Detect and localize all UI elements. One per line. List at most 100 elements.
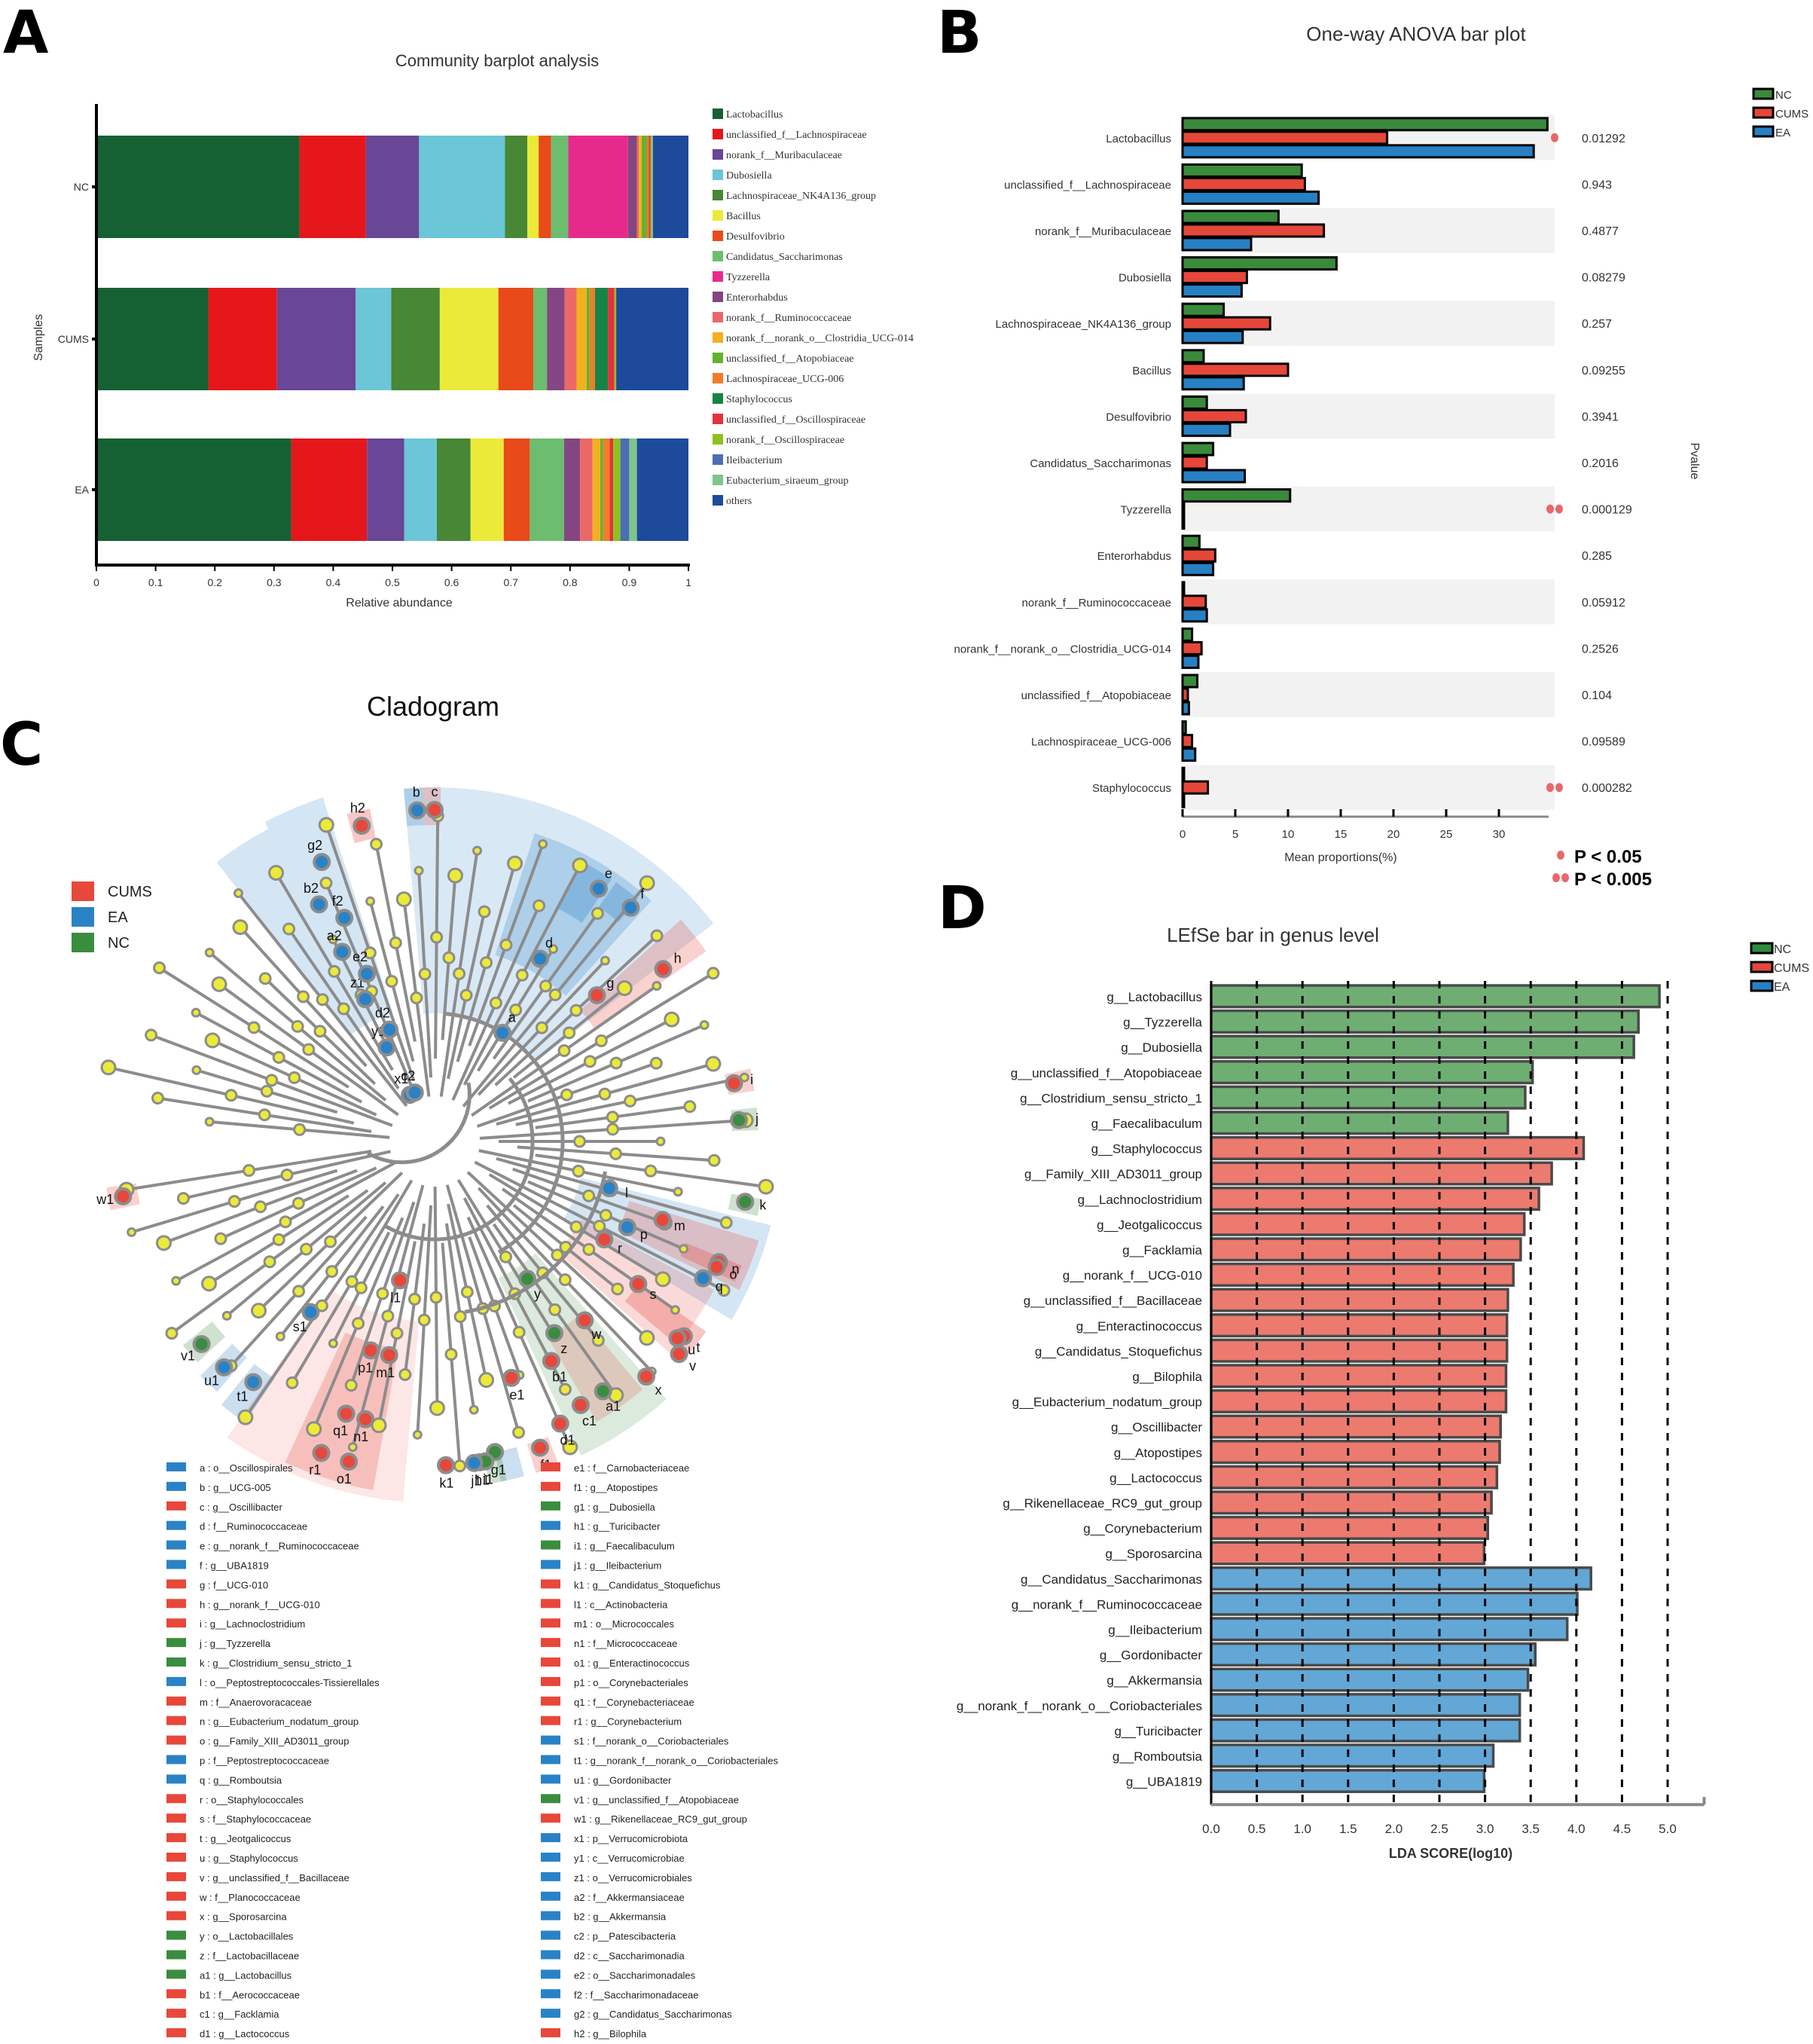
stack-segment-ea xyxy=(470,438,504,541)
leaf-node xyxy=(328,1338,338,1349)
taxa-legend-label: i1 : g__Faecalibaculum xyxy=(574,1541,675,1552)
stack-segment-nc xyxy=(419,136,505,238)
taxon-label-e: e xyxy=(605,866,612,881)
leaf-node xyxy=(201,1276,218,1292)
leaf-node xyxy=(328,934,338,945)
node xyxy=(247,1021,261,1034)
stack-segment-ea xyxy=(367,438,404,541)
stack-segment-cums xyxy=(208,288,277,390)
leaf-node xyxy=(683,1100,697,1114)
taxon-node-k1 xyxy=(437,1456,456,1474)
taxa-legend-label: j : g__Tyzzerella xyxy=(199,1638,271,1649)
stack-segment-cums xyxy=(276,288,356,390)
stack-segment-ea xyxy=(580,438,593,541)
legend-label: Candidatus_Saccharimonas xyxy=(726,252,843,263)
taxon-node-s1 xyxy=(301,1303,320,1321)
taxon-label-h2: h2 xyxy=(350,801,365,816)
panel-letter-a: A xyxy=(3,0,48,67)
taxon-label-f: f xyxy=(640,886,645,901)
legend-label: Bacillus xyxy=(726,211,761,222)
panel-letter-b: B xyxy=(937,0,981,67)
taxon-label-h1: h1 xyxy=(475,1473,490,1488)
node xyxy=(582,1242,596,1256)
stack-segment-nc xyxy=(527,136,539,238)
legend-label: Enterorhabdus xyxy=(726,292,788,304)
legend-swatch xyxy=(1750,979,1774,992)
y-tick-label: NC xyxy=(74,181,89,193)
leaf-node xyxy=(204,1032,221,1049)
x-tick-label: 4.5 xyxy=(1613,1822,1631,1836)
taxon-label-y: y xyxy=(534,1286,541,1301)
pvalue-label: 0.09589 xyxy=(1582,736,1625,749)
leaf-node xyxy=(611,1282,624,1296)
taxa-legend-label: a2 : f__Akkermansiaceae xyxy=(574,1892,685,1903)
taxon-node-p1 xyxy=(362,1341,380,1360)
legend-swatch xyxy=(1752,125,1775,138)
leaf-node xyxy=(191,1065,202,1075)
panel-b-legend: NC CUMS EA xyxy=(1752,87,1808,139)
stack-segment-ea xyxy=(436,438,471,541)
leaf-node xyxy=(652,981,662,991)
node xyxy=(499,1250,512,1263)
panel-a-axes: 0 0.1 0.2 0.3 0.4 0.5 0.6 0.7 0.8 0.9 1 NC CUMS EA xyxy=(58,104,691,588)
cladogram-group-legend: CUMS EA NC xyxy=(72,881,152,952)
taxa-legend-swatch xyxy=(541,1696,560,1706)
panel-c-title: Cladogram xyxy=(367,691,499,722)
node xyxy=(352,1317,365,1331)
taxa-legend-swatch xyxy=(541,2009,560,2018)
taxa-legend-swatch xyxy=(166,1658,186,1667)
pvalue-label: 0.2016 xyxy=(1582,457,1619,470)
leaf-node xyxy=(705,1056,722,1072)
lda-bar-label: g__Tyzzerella xyxy=(1123,1016,1202,1030)
lda-bar-cums xyxy=(1210,1364,1508,1389)
node xyxy=(583,1055,597,1068)
node xyxy=(258,1108,271,1122)
taxa-legend-label: r : o__Staphylococcales xyxy=(200,1794,304,1805)
lda-bar-label: g__Lactobacillus xyxy=(1106,990,1202,1004)
taxa-legend-label: d1 : g__Lactococcus xyxy=(200,2028,290,2039)
taxon-node-v xyxy=(670,1345,688,1364)
leaf-node xyxy=(478,905,491,918)
category-label: norank_f__norank_o__Clostridia_UCG-014 xyxy=(954,643,1171,655)
taxa-legend-swatch xyxy=(166,1989,186,1999)
legend-swatch xyxy=(713,495,723,506)
group-legend-swatch xyxy=(72,933,94,952)
lda-bar-cums xyxy=(1210,1187,1540,1211)
lda-bar-ea xyxy=(1210,1743,1495,1768)
taxa-legend-label: u : g__Staphylococcus xyxy=(200,1853,298,1864)
bar-cums xyxy=(1181,548,1216,563)
significance-dot xyxy=(1555,504,1563,514)
leaf-node xyxy=(414,866,424,876)
pvalue-label: 0.943 xyxy=(1582,179,1612,191)
node xyxy=(300,1242,313,1256)
taxon-label-s: s xyxy=(649,1287,656,1302)
leaf-node xyxy=(616,980,633,997)
taxa-legend-label: t : g__Jeotgalicoccus xyxy=(200,1833,291,1844)
taxa-legend-label: w : f__Planococcaceae xyxy=(199,1892,301,1903)
bar-cums xyxy=(1181,176,1306,191)
legend-label: Dubosiella xyxy=(726,170,772,182)
lda-bar-cums xyxy=(1210,1338,1509,1363)
stack-segment-ea xyxy=(592,438,600,541)
taxa-legend-swatch xyxy=(541,1950,560,1960)
taxon-node-y1 xyxy=(377,1038,396,1057)
significance-dot xyxy=(1551,133,1558,142)
category-label: unclassified_f__Lachnospiraceae xyxy=(1004,179,1171,191)
panel-d-grid xyxy=(1256,981,1669,1805)
leaf-node xyxy=(650,929,664,943)
node xyxy=(407,1292,421,1306)
taxa-legend-swatch xyxy=(541,1755,560,1764)
taxon-label-g2: g2 xyxy=(307,838,322,853)
leaf-node xyxy=(319,876,333,890)
stack-segment-cums xyxy=(391,288,440,390)
pvalue-label: 0.257 xyxy=(1582,318,1612,331)
legend-label: norank_f__Muribaculaceae xyxy=(726,150,842,161)
lda-bar-cums xyxy=(1210,1465,1499,1489)
node xyxy=(563,1026,576,1040)
node xyxy=(442,951,456,964)
taxa-legend-swatch xyxy=(166,1755,186,1764)
panel-b-bars: Lactobacillus 0.01292 unclassified_f__Lach… xyxy=(954,117,1632,808)
stack-segment-cums xyxy=(576,288,587,390)
bar-ea xyxy=(1181,283,1243,298)
taxa-legend-label: v : g__unclassified_f__Bacillaceae xyxy=(200,1872,349,1884)
